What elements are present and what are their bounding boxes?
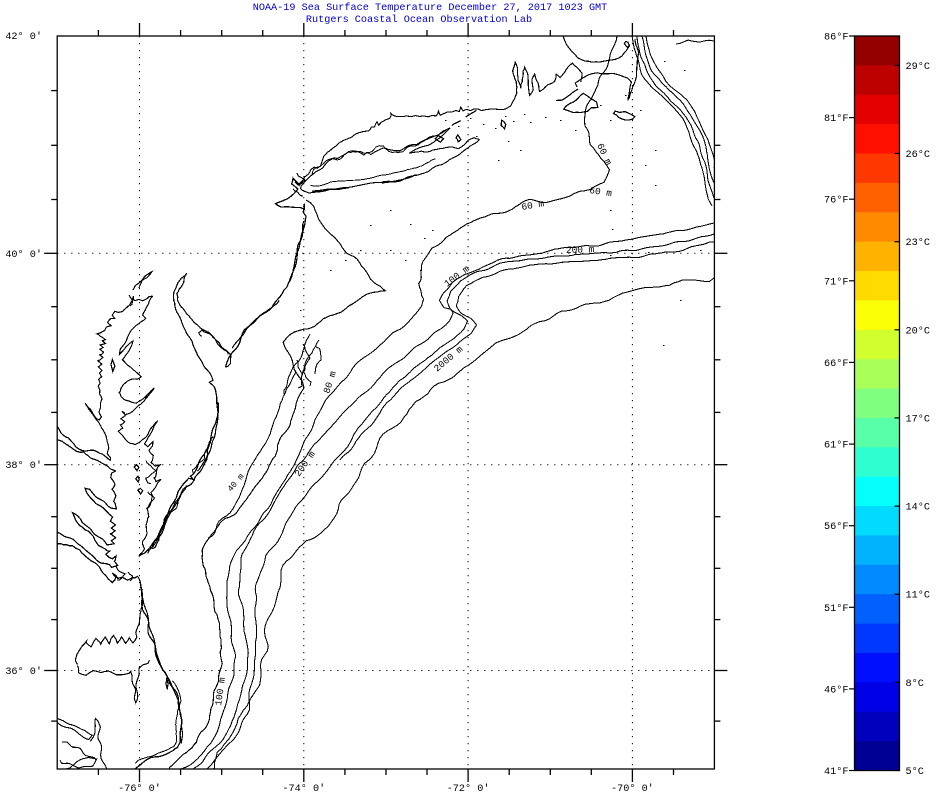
svg-text:38° 0': 38° 0': [5, 460, 42, 472]
svg-text:26°C: 26°C: [906, 149, 930, 161]
svg-text:14°C: 14°C: [906, 502, 930, 514]
svg-text:5°C: 5°C: [906, 766, 924, 778]
svg-text:NOAA-19 Sea Surface Temperatur: NOAA-19 Sea Surface Temperature December…: [253, 2, 608, 14]
svg-text:29°C: 29°C: [906, 61, 930, 73]
svg-text:46°F: 46°F: [824, 684, 848, 696]
svg-text:-72° 0': -72° 0': [447, 783, 490, 795]
svg-text:-70° 0': -70° 0': [611, 783, 654, 795]
svg-text:41°F: 41°F: [824, 766, 848, 778]
svg-text:71°F: 71°F: [824, 276, 848, 288]
svg-text:-76° 0': -76° 0': [118, 783, 161, 795]
svg-text:51°F: 51°F: [824, 603, 848, 615]
svg-text:61°F: 61°F: [824, 440, 848, 452]
svg-text:60 m: 60 m: [521, 198, 546, 213]
svg-text:-74° 0': -74° 0': [282, 783, 325, 795]
svg-text:81°F: 81°F: [824, 113, 848, 125]
svg-text:56°F: 56°F: [824, 521, 848, 533]
svg-text:100 m: 100 m: [213, 676, 228, 706]
svg-text:42° 0': 42° 0': [5, 31, 42, 43]
svg-text:17°C: 17°C: [906, 413, 930, 425]
svg-text:11°C: 11°C: [906, 590, 930, 602]
svg-text:8°C: 8°C: [906, 678, 924, 690]
svg-text:Rutgers Coastal Ocean Observat: Rutgers Coastal Ocean Observation Lab: [306, 14, 532, 26]
svg-text:66°F: 66°F: [824, 358, 848, 370]
svg-text:20°C: 20°C: [906, 325, 930, 337]
svg-text:60 m: 60 m: [589, 185, 613, 199]
svg-text:76°F: 76°F: [824, 195, 848, 207]
svg-text:86°F: 86°F: [824, 32, 848, 44]
svg-text:36° 0': 36° 0': [5, 666, 42, 678]
svg-text:23°C: 23°C: [906, 237, 930, 249]
svg-text:40° 0': 40° 0': [5, 249, 42, 261]
svg-text:200 m: 200 m: [566, 244, 595, 256]
